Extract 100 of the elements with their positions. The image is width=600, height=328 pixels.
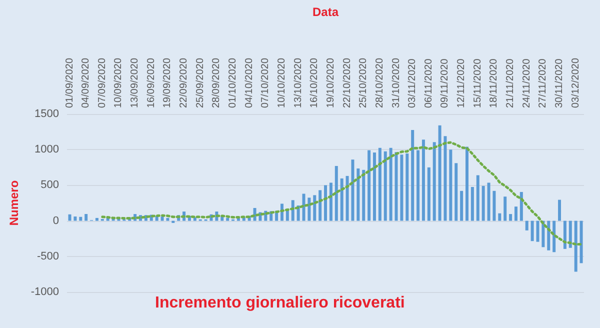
y-tick-label: 1500: [34, 108, 60, 120]
bar: [68, 214, 72, 221]
bar: [449, 150, 452, 221]
y-tick-label: 0: [52, 214, 60, 227]
bar: [324, 185, 328, 221]
bar: [444, 136, 447, 221]
bar: [460, 190, 464, 221]
x-tick-label: 25/09/2020: [194, 58, 206, 108]
bar: [498, 213, 502, 221]
bar: [378, 148, 382, 221]
text: Incremento giornaliero ricoverati: [155, 294, 405, 312]
x-tick-label: 22/09/2020: [178, 58, 190, 108]
bar: [492, 190, 496, 221]
bar: [308, 198, 311, 221]
bar: [351, 160, 354, 221]
x-tick-label: 13/09/2020: [130, 58, 141, 108]
x-tick-label: 10/09/2020: [113, 58, 124, 108]
x-tick-label: 04/09/2020: [80, 58, 92, 108]
bar: [340, 178, 344, 221]
bar: [362, 170, 366, 221]
x-tick-label: 01/10/2020: [228, 58, 239, 108]
bar: [476, 175, 480, 221]
bar: [372, 152, 376, 221]
y-tick-label: -500: [37, 250, 60, 262]
y-tick-label: 1000: [34, 144, 60, 156]
bar: [504, 196, 507, 221]
bar: [400, 154, 404, 221]
bar: [346, 176, 349, 221]
y-tick-label: 500: [40, 179, 60, 192]
bar: [411, 130, 414, 221]
bar: [318, 190, 322, 221]
bar: [525, 220, 528, 230]
bar: [74, 216, 77, 221]
x-axis-title: Data: [312, 5, 339, 19]
x-tick-label: 04/10/2020: [244, 58, 255, 108]
bar: [160, 216, 164, 221]
bar: [438, 125, 442, 221]
bar: [406, 154, 409, 221]
x-tick-label: 01/09/2020: [64, 58, 76, 108]
x-tick-label: 07/09/2020: [96, 58, 108, 108]
x-tick-label: 07/10/2020: [260, 58, 272, 108]
x-tick-label: 21/11/2020: [505, 58, 516, 108]
x-tick-label: 19/09/2020: [162, 58, 174, 108]
bar: [329, 182, 332, 221]
bar: [520, 192, 523, 221]
y-tick-label: -1000: [30, 286, 60, 298]
x-tick-label: 16/09/2020: [146, 58, 157, 108]
x-tick-label: 12/11/2020: [456, 58, 468, 108]
x-tick-label: 31/10/2020: [390, 58, 402, 108]
bar: [509, 214, 512, 221]
x-tick-label: 03/12/2020: [570, 58, 582, 108]
x-tick-label: 25/10/2020: [358, 58, 370, 108]
bar: [536, 220, 540, 242]
x-tick-label: 15/11/2020: [472, 58, 484, 108]
bar: [368, 150, 371, 221]
bar: [166, 218, 170, 221]
bar: [574, 220, 578, 272]
x-tick-label: 28/10/2020: [374, 58, 386, 108]
bar: [563, 220, 566, 249]
bar: [79, 216, 82, 221]
line-series: [101, 141, 583, 246]
bar: [454, 163, 458, 221]
bar: [552, 220, 556, 252]
bar: [416, 150, 420, 221]
x-tick-label: 27/11/2020: [538, 58, 549, 108]
x-tick-label: 06/11/2020: [423, 58, 434, 108]
x-tick-label: 19/10/2020: [325, 58, 336, 108]
bar: [514, 206, 518, 221]
bar: [313, 195, 316, 221]
x-tick-label: 18/11/2020: [488, 58, 500, 108]
bar: [547, 220, 550, 250]
x-tick-label: 22/10/2020: [342, 58, 353, 108]
bar: [394, 152, 398, 221]
bar: [427, 167, 430, 221]
bar: [334, 166, 338, 221]
bar: [432, 142, 436, 221]
bar: [487, 182, 490, 221]
bar: [356, 168, 360, 221]
bar: [580, 220, 583, 264]
bar: [470, 186, 474, 221]
bar: [466, 146, 468, 221]
x-tick-label: 09/11/2020: [440, 58, 451, 108]
y-axis-title: Numero: [7, 180, 21, 226]
bar: [558, 200, 562, 221]
bar: [568, 220, 572, 248]
x-tick-label: 24/11/2020: [521, 58, 532, 108]
x-tick-label: 10/10/2020: [276, 58, 288, 108]
bar: [226, 218, 230, 221]
x-tick-label: 03/11/2020: [407, 58, 418, 108]
bar: [530, 220, 534, 242]
bar: [389, 148, 392, 221]
bar: [84, 214, 88, 221]
bar: [482, 186, 485, 221]
bar: [384, 151, 387, 221]
x-tick-label: 28/09/2020: [211, 58, 222, 108]
x-tick-label: 16/10/2020: [309, 58, 320, 108]
bar: [422, 140, 425, 221]
bar: [95, 218, 98, 221]
x-tick-label: 30/11/2020: [554, 58, 566, 108]
x-tick-label: 13/10/2020: [292, 58, 304, 108]
